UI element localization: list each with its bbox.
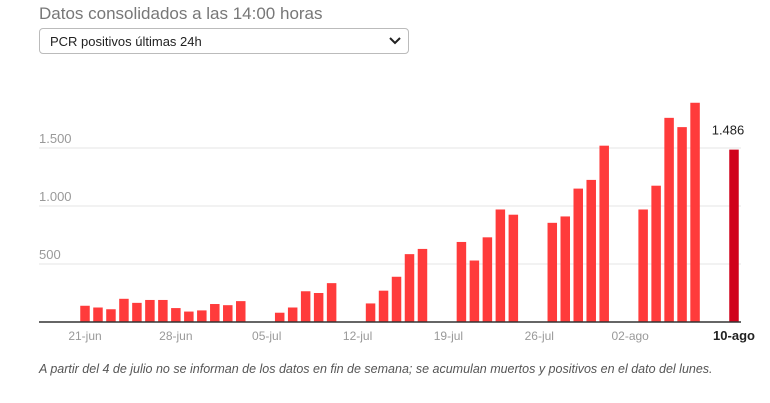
bar	[274, 312, 285, 322]
y-tick-label: 1.500	[39, 131, 72, 146]
bar	[313, 293, 324, 322]
bar	[456, 241, 467, 322]
x-tick-label: 28-jun	[159, 329, 192, 343]
bar	[677, 127, 687, 323]
bar	[145, 299, 155, 322]
chart-header: Datos consolidados a las 14:00 horas PCR…	[39, 4, 409, 54]
bar	[119, 298, 129, 322]
x-tick-label: 02-ago	[611, 329, 649, 343]
bar-highlight	[729, 149, 739, 322]
bar	[106, 309, 116, 322]
bar	[184, 311, 194, 322]
bar	[560, 216, 571, 322]
x-tick-label: 10-ago	[713, 328, 755, 343]
bar	[482, 237, 493, 322]
bar	[469, 260, 480, 322]
bar	[236, 301, 246, 322]
x-tick-label: 19-jul	[434, 329, 463, 343]
chart-subtitle: Datos consolidados a las 14:00 horas	[39, 4, 323, 23]
metric-select[interactable]: PCR positivos últimas 24h	[39, 28, 409, 54]
x-tick-label: 12-jul	[343, 329, 372, 343]
bar	[171, 308, 181, 322]
bar	[93, 307, 103, 322]
bar	[586, 179, 596, 322]
bar	[495, 209, 506, 322]
bar	[300, 291, 311, 322]
bar	[573, 188, 583, 322]
bar	[365, 303, 376, 322]
y-tick-label: 500	[39, 247, 61, 262]
bar	[638, 209, 648, 322]
bar	[391, 276, 402, 322]
x-tick-label: 21-jun	[68, 329, 101, 343]
bar	[651, 185, 661, 322]
bar	[210, 304, 220, 322]
bar	[417, 248, 428, 322]
chart-footnote: A partir del 4 de julio no se informan d…	[39, 362, 713, 376]
bar	[223, 305, 233, 322]
bar	[158, 299, 168, 322]
bar	[197, 310, 207, 322]
bar	[80, 305, 90, 322]
highlight-value-label: 1.486	[712, 123, 745, 138]
bar	[599, 145, 609, 322]
chevron-down-icon	[389, 37, 401, 45]
bar	[326, 283, 337, 322]
bar	[132, 302, 142, 322]
bar	[547, 222, 558, 322]
bar	[664, 117, 674, 322]
y-tick-label: 1.000	[39, 189, 72, 204]
metric-select-value: PCR positivos últimas 24h	[50, 33, 202, 49]
bar	[378, 290, 389, 322]
bar	[690, 102, 700, 322]
bar	[287, 307, 298, 322]
bar	[404, 254, 415, 322]
x-tick-label: 26-jul	[525, 329, 554, 343]
x-tick-label: 05-jul	[252, 329, 281, 343]
bar	[508, 214, 519, 322]
